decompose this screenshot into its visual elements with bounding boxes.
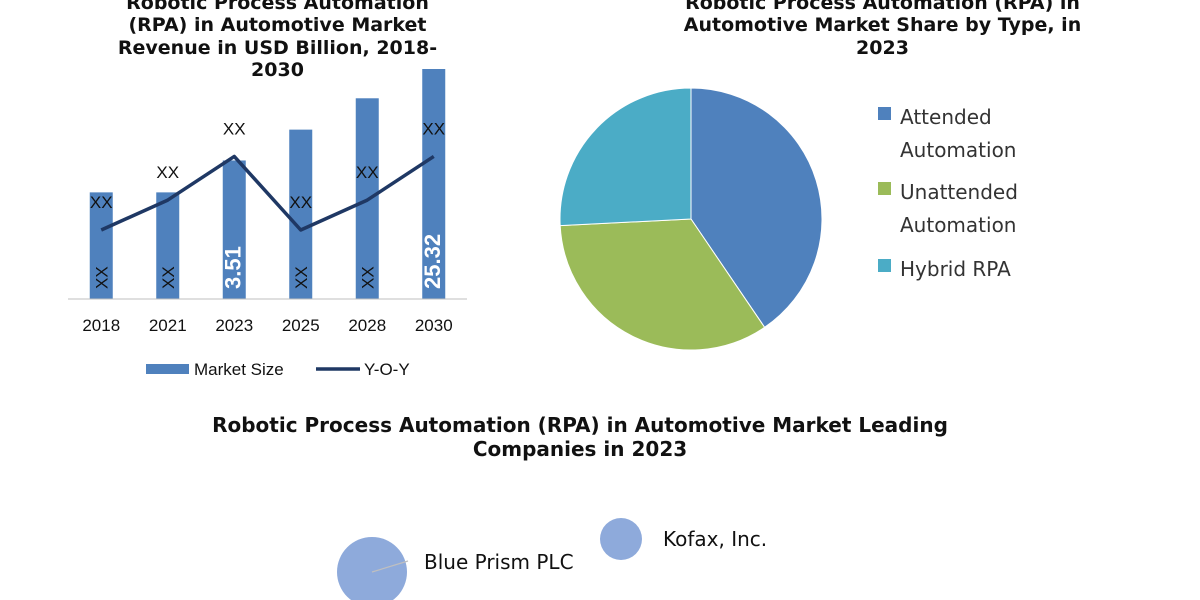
yoy-data-label: XX <box>356 163 379 182</box>
x-tick-label: 2018 <box>82 316 120 335</box>
company-bubble <box>337 537 407 600</box>
companies-title-line: Robotic Process Automation (RPA) in Auto… <box>212 413 948 437</box>
legend-label-market-size: Market Size <box>194 360 284 379</box>
pie-legend-label: Hybrid RPA <box>900 257 1011 281</box>
market-size-bar <box>289 129 313 299</box>
pie-legend-label: Automation <box>900 213 1016 237</box>
pie-slice <box>690 87 823 329</box>
yoy-data-label: XX <box>90 193 113 212</box>
x-tick-label: 2025 <box>282 316 320 335</box>
bar-data-label: 25.32 <box>420 234 445 289</box>
pie-slice <box>559 87 692 227</box>
companies-title-line: Companies in 2023 <box>472 436 688 461</box>
yoy-data-label: XX <box>156 163 179 182</box>
market-size-bar <box>422 69 446 299</box>
bar-data-label: XX <box>92 266 111 289</box>
pie-legend-swatch <box>878 182 891 195</box>
revenue-title-line: 2030 <box>251 59 304 82</box>
revenue-title-line: (RPA) in Automotive Market <box>128 14 427 37</box>
yoy-data-label: XX <box>289 193 312 212</box>
share-title-line: Automotive Market Share by Type, in <box>683 14 1082 37</box>
pie-legend-swatch <box>878 259 891 272</box>
company-label: Blue Prism PLC <box>424 550 574 574</box>
companies-chart-title: Robotic Process Automation (RPA) in Auto… <box>200 413 960 461</box>
bar-data-label: XX <box>358 266 377 289</box>
bar-data-label: XX <box>159 266 178 289</box>
x-tick-label: 2023 <box>215 316 253 335</box>
pie-legend-label: Automation <box>900 138 1016 162</box>
share-title-line: 2023 <box>856 36 909 59</box>
market-size-bar <box>222 160 246 299</box>
x-tick-label: 2021 <box>149 316 187 335</box>
legend-swatch-market-size <box>146 364 189 374</box>
yoy-data-label: XX <box>422 119 445 138</box>
bubble-leader-line <box>371 560 409 573</box>
x-tick-label: 2028 <box>348 316 386 335</box>
revenue-title-line: Robotic Process Automation <box>126 0 429 14</box>
x-tick-label: 2030 <box>415 316 453 335</box>
pie-legend-label: Unattended <box>900 180 1018 204</box>
share-title-line: Robotic Process Automation (RPA) in <box>685 0 1080 14</box>
market-size-bar <box>156 192 180 299</box>
share-chart-title: Robotic Process Automation (RPA) in Auto… <box>655 0 1110 59</box>
revenue-title-line: Revenue in USD Billion, 2018- <box>117 36 438 59</box>
bar-data-label: XX <box>292 266 311 289</box>
yoy-data-label: XX <box>223 119 246 138</box>
market-size-bar <box>89 192 113 299</box>
legend-label-yoy: Y-O-Y <box>364 360 410 379</box>
company-label: Kofax, Inc. <box>663 527 767 551</box>
company-bubble <box>600 518 642 560</box>
bar-data-label: 3.51 <box>220 246 245 289</box>
pie-legend-label: Attended <box>900 105 992 129</box>
pie-legend-swatch <box>878 107 891 120</box>
yoy-line <box>100 154 435 232</box>
pie-slice <box>559 218 766 351</box>
revenue-chart-title: Robotic Process Automation (RPA) in Auto… <box>85 0 470 82</box>
